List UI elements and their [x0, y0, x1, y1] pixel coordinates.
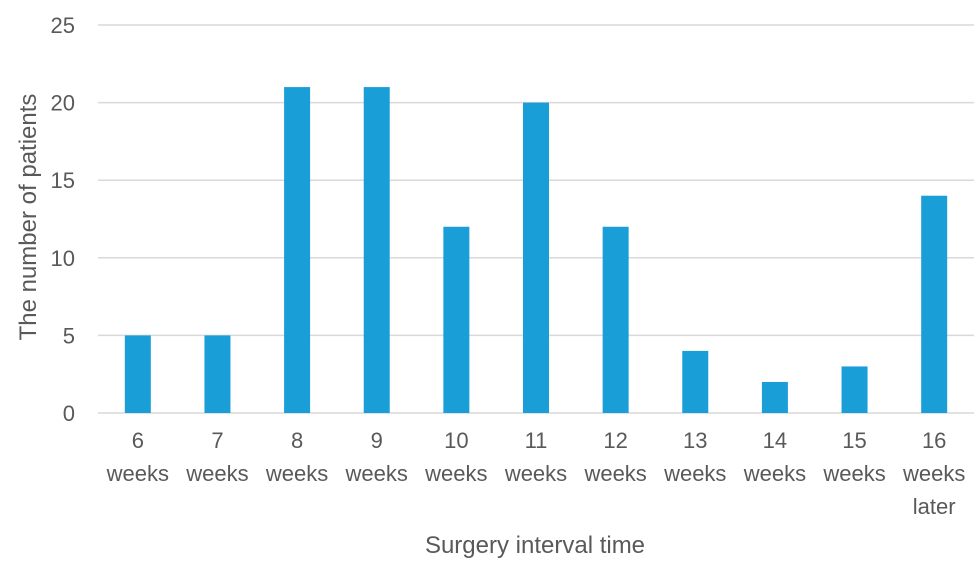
bar [682, 350, 709, 413]
x-category-label-line: 8 [291, 428, 303, 453]
x-category-label-line: weeks [663, 461, 726, 486]
x-category-label-line: weeks [265, 461, 328, 486]
bar [363, 87, 390, 413]
x-category-label: 9 weeks [345, 428, 408, 486]
x-category-label-line: 13 [683, 428, 707, 453]
x-category-label: 11 weeks [504, 428, 567, 486]
y-axis-ticks: 0 5 10 15 20 25 [51, 13, 75, 426]
y-tick-label: 10 [51, 246, 75, 271]
bar [921, 195, 948, 413]
x-category-label-line: weeks [106, 461, 169, 486]
bar [841, 366, 868, 413]
x-category-label: 13 weeks [663, 428, 726, 486]
x-axis-title: Surgery interval time [425, 532, 645, 559]
x-category-label: 8 weeks [265, 428, 328, 486]
x-category-label: 6 weeks [106, 428, 169, 486]
x-category-label-line: weeks [185, 461, 248, 486]
bar [761, 381, 788, 413]
y-tick-label: 0 [63, 401, 75, 426]
y-axis-title: The number of patients [15, 94, 42, 341]
bars [124, 87, 948, 413]
x-category-label: 12 weeks [583, 428, 646, 486]
x-category-label: 10 weeks [424, 428, 487, 486]
bar [523, 102, 549, 413]
x-category-label-line: weeks [504, 461, 567, 486]
x-category-label-line: weeks [822, 461, 885, 486]
x-category-label-line: 14 [763, 428, 787, 453]
y-tick-label: 25 [51, 13, 75, 38]
x-category-label-line: 16 [922, 428, 946, 453]
x-category-label-line: 7 [211, 428, 223, 453]
x-category-label-line: 12 [603, 428, 627, 453]
y-tick-label: 5 [63, 323, 75, 348]
x-category-label-line: weeks [743, 461, 806, 486]
x-category-label-line: weeks [583, 461, 646, 486]
x-category-label-line: weeks [345, 461, 408, 486]
bar [443, 226, 470, 413]
x-category-label-line: 6 [132, 428, 144, 453]
y-tick-label: 15 [51, 168, 75, 193]
x-category-label: 14 weeks [743, 428, 806, 486]
x-category-label-line: 11 [525, 428, 548, 453]
x-category-label: 15 weeks [822, 428, 885, 486]
bar [602, 226, 629, 413]
x-category-label-line: 9 [371, 428, 383, 453]
y-tick-label: 20 [51, 91, 75, 116]
x-category-label-line: later [913, 494, 956, 519]
x-category-label: 7 weeks [185, 428, 248, 486]
x-category-label-line: weeks [424, 461, 487, 486]
bar [284, 87, 311, 413]
x-category-label: 16 weeks later [902, 428, 965, 519]
x-category-label-line: 15 [842, 428, 866, 453]
x-category-label-line: 10 [444, 428, 468, 453]
bar [204, 335, 231, 413]
bar [124, 335, 151, 413]
x-category-label-line: weeks [902, 461, 965, 486]
